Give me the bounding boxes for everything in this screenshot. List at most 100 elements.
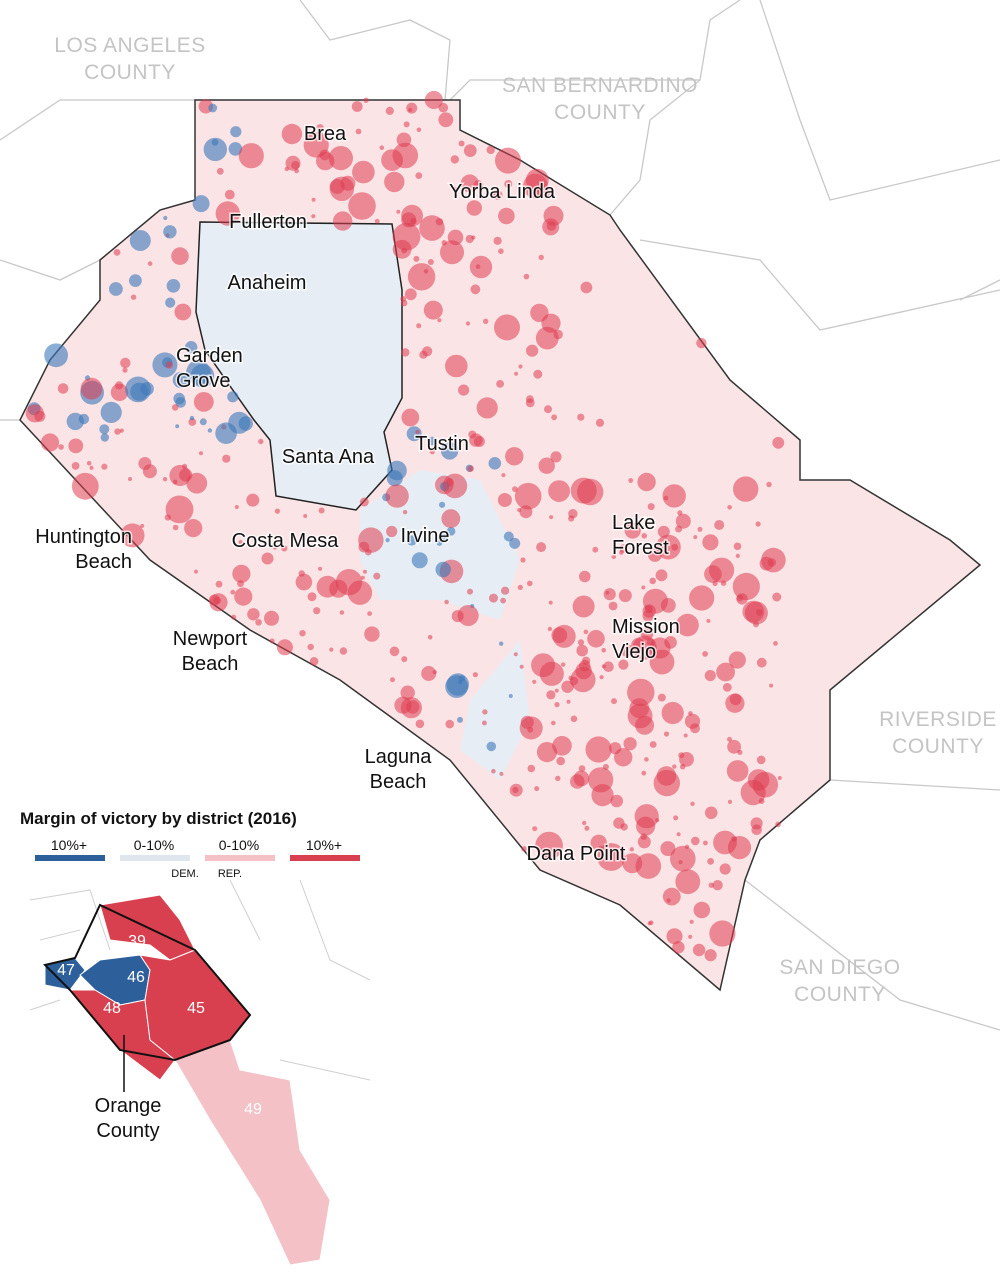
- bubble: [750, 817, 763, 830]
- bubble: [577, 413, 585, 421]
- bubble: [419, 215, 445, 241]
- bubble: [672, 941, 685, 954]
- city-label: Yorba Linda: [449, 181, 556, 203]
- bubble: [533, 369, 543, 379]
- legend-swatch: [205, 855, 275, 861]
- bubble: [590, 834, 607, 851]
- bubble: [497, 493, 512, 507]
- bubble: [165, 495, 194, 524]
- district-label: 46: [127, 969, 145, 986]
- bubble: [618, 589, 632, 603]
- bubble: [709, 557, 735, 583]
- bubble: [384, 171, 405, 193]
- bubble: [663, 731, 670, 737]
- bubble: [777, 776, 782, 780]
- bubble: [504, 180, 513, 188]
- bubble: [702, 534, 719, 551]
- bubble: [272, 545, 278, 550]
- bubble: [712, 580, 718, 587]
- bubble: [401, 204, 423, 227]
- legend-swatch: [290, 855, 360, 861]
- bubble: [232, 564, 251, 583]
- bubble: [189, 415, 195, 421]
- bubble: [230, 126, 242, 138]
- bubble: [704, 949, 717, 962]
- bubble: [410, 218, 417, 225]
- legend-label: 10%+: [306, 837, 342, 853]
- bubble: [373, 572, 381, 580]
- bubble: [613, 817, 625, 829]
- bubble: [169, 464, 191, 487]
- bubble: [71, 472, 99, 500]
- bubble: [712, 880, 723, 891]
- bubble: [255, 619, 262, 626]
- bubble: [548, 600, 553, 605]
- precinct-bubbles: [25, 90, 786, 962]
- bubble: [483, 318, 489, 324]
- bubble: [727, 505, 732, 510]
- bubble: [396, 209, 401, 214]
- bubble: [109, 282, 123, 296]
- bubble: [577, 478, 604, 506]
- district: [174, 1039, 331, 1266]
- bubble: [115, 381, 124, 390]
- bubble: [274, 508, 280, 514]
- bubble: [570, 715, 578, 723]
- bubble: [611, 554, 617, 560]
- bubble: [34, 410, 46, 422]
- bubble: [438, 112, 454, 128]
- bubble: [756, 657, 767, 668]
- bubble: [704, 670, 716, 682]
- bubble: [595, 418, 605, 427]
- bubble: [71, 462, 80, 470]
- bubble: [509, 537, 521, 549]
- bubble: [678, 752, 685, 759]
- bubble: [554, 688, 559, 693]
- bubble: [427, 436, 437, 446]
- city-label: Costa Mesa: [232, 530, 340, 552]
- bubble: [603, 588, 616, 601]
- bubble: [175, 424, 180, 429]
- bubble: [465, 234, 474, 244]
- bubble: [583, 629, 589, 635]
- bubble: [514, 482, 542, 510]
- bubble: [163, 225, 177, 239]
- bubble: [554, 702, 560, 708]
- legend-dem: DEM.: [171, 868, 199, 880]
- bubble: [413, 255, 420, 262]
- bubble: [419, 350, 428, 359]
- bubble: [655, 818, 660, 823]
- county-label: COUNTY: [554, 101, 646, 124]
- bubble: [386, 470, 403, 487]
- bubble: [532, 679, 537, 684]
- bubble: [261, 552, 274, 565]
- bubble: [727, 736, 732, 742]
- bubble: [640, 833, 648, 840]
- legend-title: Margin of victory by district (2016): [20, 809, 297, 828]
- democratic-area: [195, 221, 403, 511]
- bubble: [401, 408, 420, 427]
- bubble: [535, 831, 563, 860]
- bubble: [517, 584, 523, 591]
- bubble: [769, 683, 774, 688]
- bubble: [551, 414, 557, 421]
- bubble: [697, 526, 703, 532]
- bubble: [237, 580, 244, 588]
- bubble: [640, 627, 654, 641]
- city-label: Irvine: [401, 525, 450, 547]
- county-label: COUNTY: [892, 735, 984, 758]
- bubble: [392, 239, 412, 259]
- bubble: [339, 610, 345, 615]
- bubble: [703, 840, 708, 846]
- bubble: [457, 605, 479, 626]
- city-label: Lake: [612, 512, 655, 534]
- bubble: [211, 138, 219, 146]
- bubble: [238, 143, 264, 169]
- city-label: Garden: [176, 345, 243, 367]
- bubble: [199, 418, 207, 426]
- bubble: [494, 314, 520, 341]
- bubble: [624, 522, 641, 539]
- district-label: 39: [128, 933, 146, 950]
- bubble: [692, 943, 706, 957]
- bubble: [316, 575, 339, 598]
